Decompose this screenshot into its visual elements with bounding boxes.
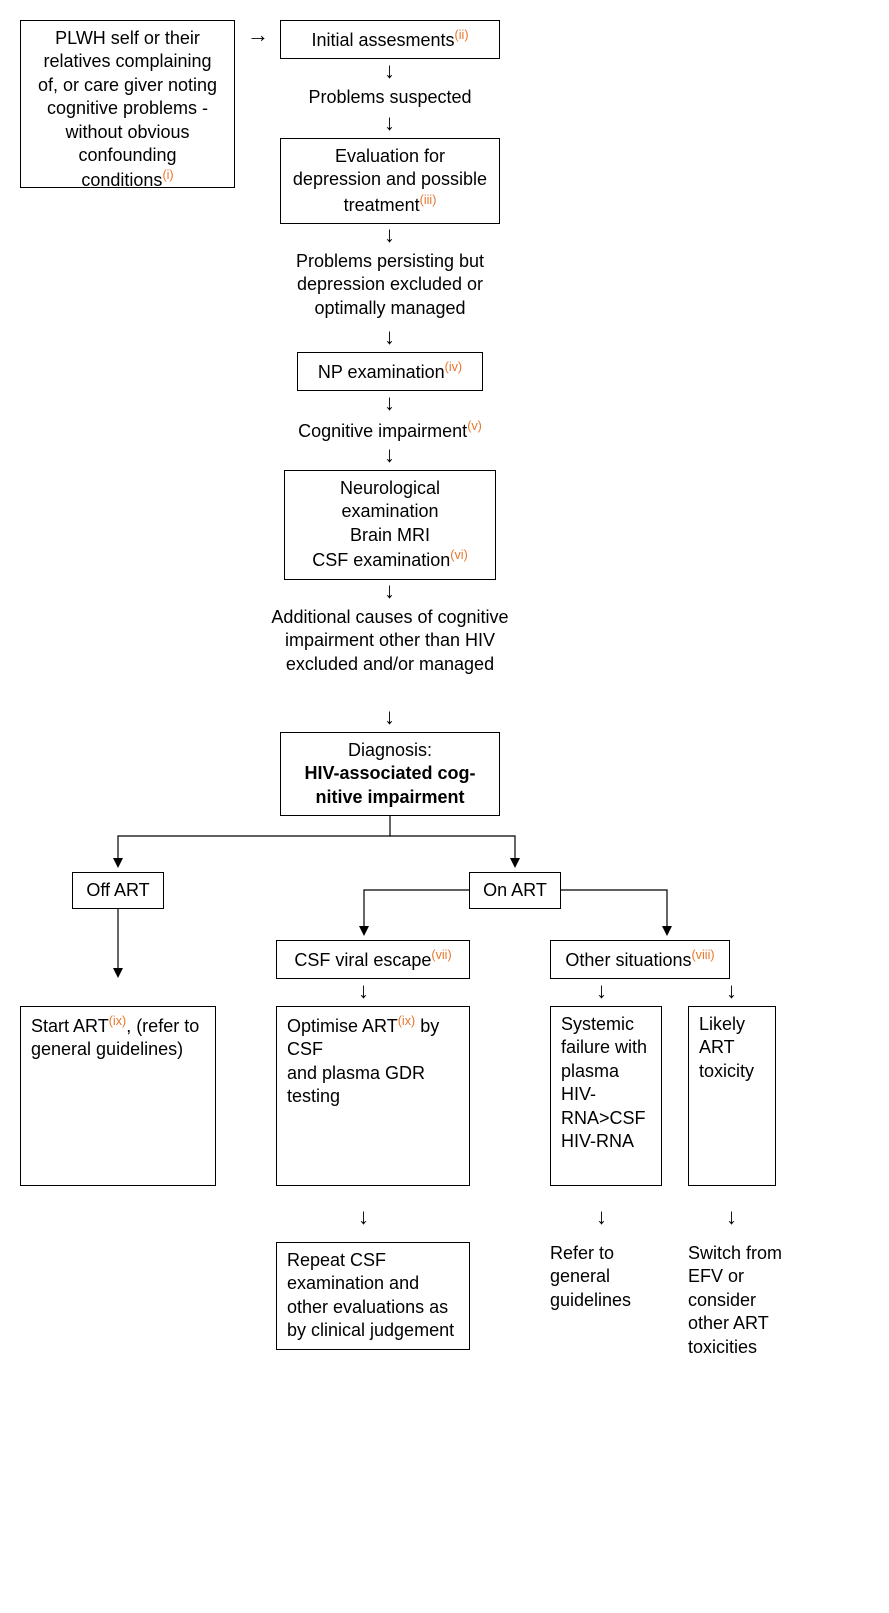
node-systemic: Systemic failure with plasma HIV-RNA>CSF… [550,1006,662,1186]
node-persisting: Problems persisting but depression exclu… [275,250,505,320]
node-optimise: Optimise ART(ix) by CSF and plasma GDR t… [276,1006,470,1186]
arrow-7: ↓ [384,580,395,602]
optimise-sup: (ix) [398,1014,415,1028]
arrow-like: ↓ [726,980,737,1002]
other-text: Other situations [565,950,691,970]
arrow-1: ↓ [384,60,395,82]
node-startart: Start ART(ix), (refer to general guideli… [20,1006,216,1186]
arrow-6: ↓ [384,444,395,466]
arrow-4: ↓ [384,326,395,348]
entry-text: PLWH self or their relatives complain­in… [38,28,217,190]
node-entry: PLWH self or their relatives complain­in… [20,20,235,188]
arrow-sys: ↓ [596,980,607,1002]
node-additional: Additional causes of cognitive impairmen… [254,606,526,676]
arrow-esc-1: ↓ [358,980,369,1002]
entry-sup: (i) [162,168,173,182]
flowchart-container: PLWH self or their relatives complain­in… [20,20,869,1593]
diagnosis-bold: HIV-associated cog­nitive impairment [304,763,475,806]
arrow-8: ↓ [384,706,395,728]
arrow-5: ↓ [384,392,395,414]
cog-text: Cognitive impairment [298,421,467,441]
branch-diagnosis [20,816,869,876]
node-likely: Likely ART toxicity [688,1006,776,1186]
node-depression: Evaluation for depression and pos­sible … [280,138,500,224]
np-sup: (iv) [445,360,462,374]
node-cog: Cognitive impairment(v) [280,418,500,443]
optimise-pre: Optimise ART [287,1016,398,1036]
neuro-l1: Neurological examination [340,478,440,521]
arrow-like-down: ↓ [726,1206,737,1228]
arrow-3: ↓ [384,224,395,246]
node-referto: Refer to general guidelines [550,1242,662,1312]
node-other: Other situations(viii) [550,940,730,979]
initial-sup: (ii) [455,28,469,42]
neuro-l2: Brain MRI [350,525,430,545]
arrow-entry-to-initial: → [247,24,269,46]
neuro-l3: CSF examination [312,550,450,570]
node-initial: Initial assesments(ii) [280,20,500,59]
node-neuro: Neurological examination Brain MRI CSF e… [284,470,496,580]
startart-pre: Start ART [31,1016,109,1036]
arrow-opt-down: ↓ [358,1206,369,1228]
node-switch: Switch from EFV or consider other ART to… [688,1242,788,1359]
arrow-2: ↓ [384,112,395,134]
depression-sup: (iii) [420,193,437,207]
arrow-sys-down: ↓ [596,1206,607,1228]
node-diagnosis: Diagnosis: HIV-associated cog­nitive imp… [280,732,500,816]
depression-text: Evaluation for depression and pos­sible … [293,146,487,215]
escape-sup: (vii) [431,948,451,962]
neuro-sup: (vi) [450,548,467,562]
node-escape: CSF viral escape(vii) [276,940,470,979]
cog-sup: (v) [467,419,482,433]
node-suspected: Problems suspected [290,86,490,109]
node-np: NP examination(iv) [297,352,483,391]
np-text: NP examination [318,362,445,382]
node-repeat: Repeat CSF examination and other evaluat… [276,1242,470,1350]
optimise-l2: and plasma GDR testing [287,1063,425,1106]
escape-text: CSF viral escape [294,950,431,970]
startart-sup: (ix) [109,1014,126,1028]
initial-text: Initial assesments [311,30,454,50]
diagnosis-prefix: Diagnosis: [348,740,432,760]
other-sup: (viii) [691,948,714,962]
